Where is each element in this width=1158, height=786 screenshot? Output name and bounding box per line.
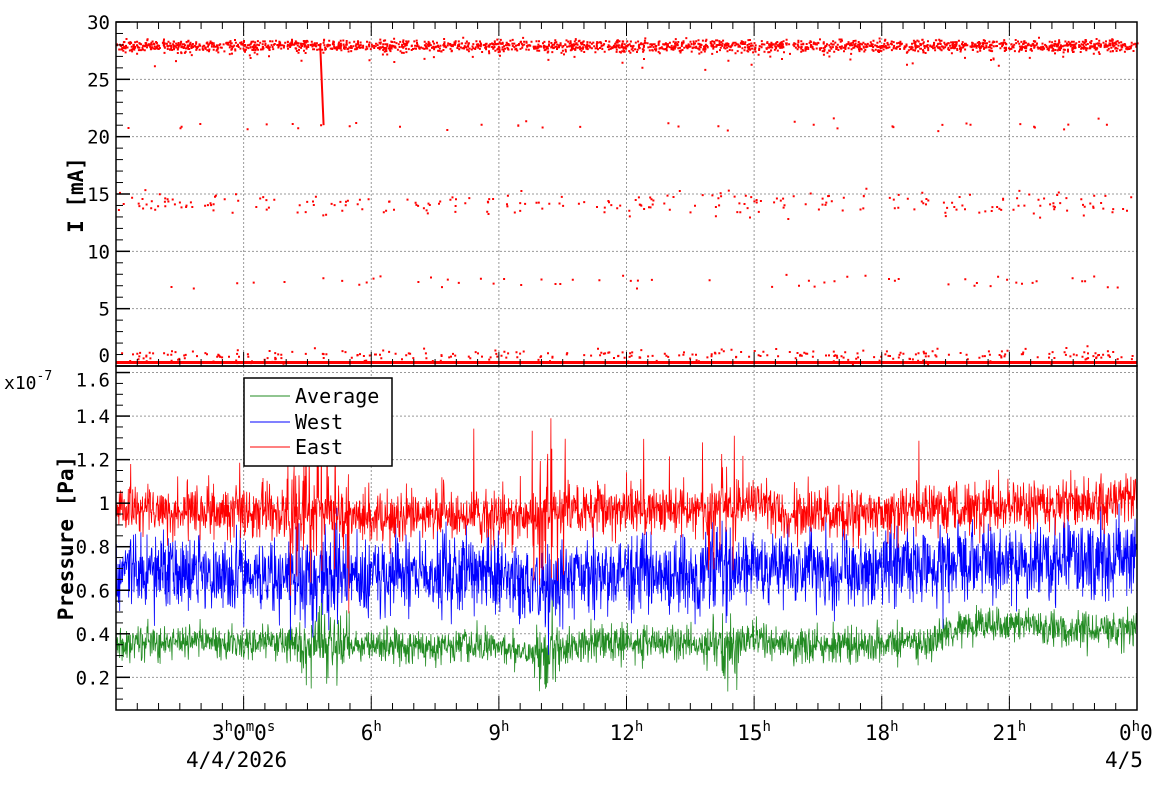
y-tick-label: 1.4 <box>76 406 110 428</box>
series-line-west <box>115 503 1138 655</box>
x-tick-label-part: h <box>763 719 771 735</box>
x-tick-label-part: 3 <box>212 721 225 745</box>
y-tick-label: 0.4 <box>76 624 110 646</box>
x-tick-label-part: 0 <box>1119 721 1132 745</box>
x-tick-label-part: h <box>1132 719 1140 735</box>
x-tick-label: 21h <box>993 719 1027 745</box>
axes: 0510152025300.20.40.60.811.21.41.63h0m0s… <box>76 12 1153 745</box>
top-y-axis-label: I [mA] <box>64 157 88 233</box>
x-tick-label-part: h <box>373 719 381 735</box>
x-tick-label-part: 6 <box>361 721 374 745</box>
date-start-label: 4/4/2026 <box>186 748 287 772</box>
legend-label-east: East <box>295 435 343 459</box>
y-tick-label: 15 <box>87 184 110 206</box>
legend: Average West East <box>243 377 393 467</box>
y-tick-label: 0.6 <box>76 580 110 602</box>
series-line-average <box>115 595 1138 692</box>
x-tick-label: 18h <box>865 719 899 745</box>
data-marks <box>115 36 1139 692</box>
x-tick-label-part: 15 <box>737 721 762 745</box>
x-tick-label-part: 0 <box>1140 721 1153 745</box>
y-tick-label: 1 <box>99 493 110 515</box>
x-tick-label: 12h <box>610 719 644 745</box>
y-tick-label: 25 <box>87 69 110 91</box>
bottom-y-axis-label: Pressure [Pa] <box>54 456 78 620</box>
x-tick-label: 0h0 <box>1119 719 1153 745</box>
y-tick-label: 0.8 <box>76 537 110 559</box>
date-end-label: 4/5 <box>1105 748 1143 772</box>
x-tick-label: 3h0m0s <box>212 719 275 745</box>
series-line-east <box>115 418 1138 614</box>
x-tick-label-part: m <box>246 719 254 735</box>
x-tick-label-part: h <box>1018 719 1026 735</box>
x-tick-label-part: h <box>890 719 898 735</box>
y-scale-factor: x10-7 <box>4 369 52 394</box>
y-tick-label: 0 <box>99 345 110 367</box>
x-tick-label: 6h <box>361 719 382 745</box>
x-tick-label-part: h <box>635 719 643 735</box>
x-tick-label-part: 0 <box>254 721 267 745</box>
x-tick-label-part: h <box>501 719 509 735</box>
x-tick-label-part: 12 <box>610 721 635 745</box>
legend-label-average: Average <box>295 384 379 408</box>
y-tick-label: 10 <box>87 241 110 263</box>
x-tick-label-part: 9 <box>488 721 501 745</box>
y-tick-label: 1.6 <box>76 370 110 392</box>
x-tick-label-part: 18 <box>865 721 890 745</box>
y-tick-label: 0.2 <box>76 667 110 689</box>
x-tick-label: 15h <box>737 719 771 745</box>
y-tick-label: 20 <box>87 127 110 149</box>
current-dip <box>319 44 325 126</box>
x-tick-label-part: h <box>225 719 233 735</box>
x-tick-label-part: 0 <box>233 721 246 745</box>
x-tick-label-part: 21 <box>993 721 1018 745</box>
legend-label-west: West <box>295 410 343 434</box>
x-tick-label-part: s <box>267 719 275 735</box>
y-tick-label: 30 <box>87 12 110 34</box>
x-tick-label: 9h <box>488 719 509 745</box>
y-tick-label: 5 <box>99 299 110 321</box>
y-tick-label: 1.2 <box>76 450 110 472</box>
current-points <box>116 36 1139 366</box>
